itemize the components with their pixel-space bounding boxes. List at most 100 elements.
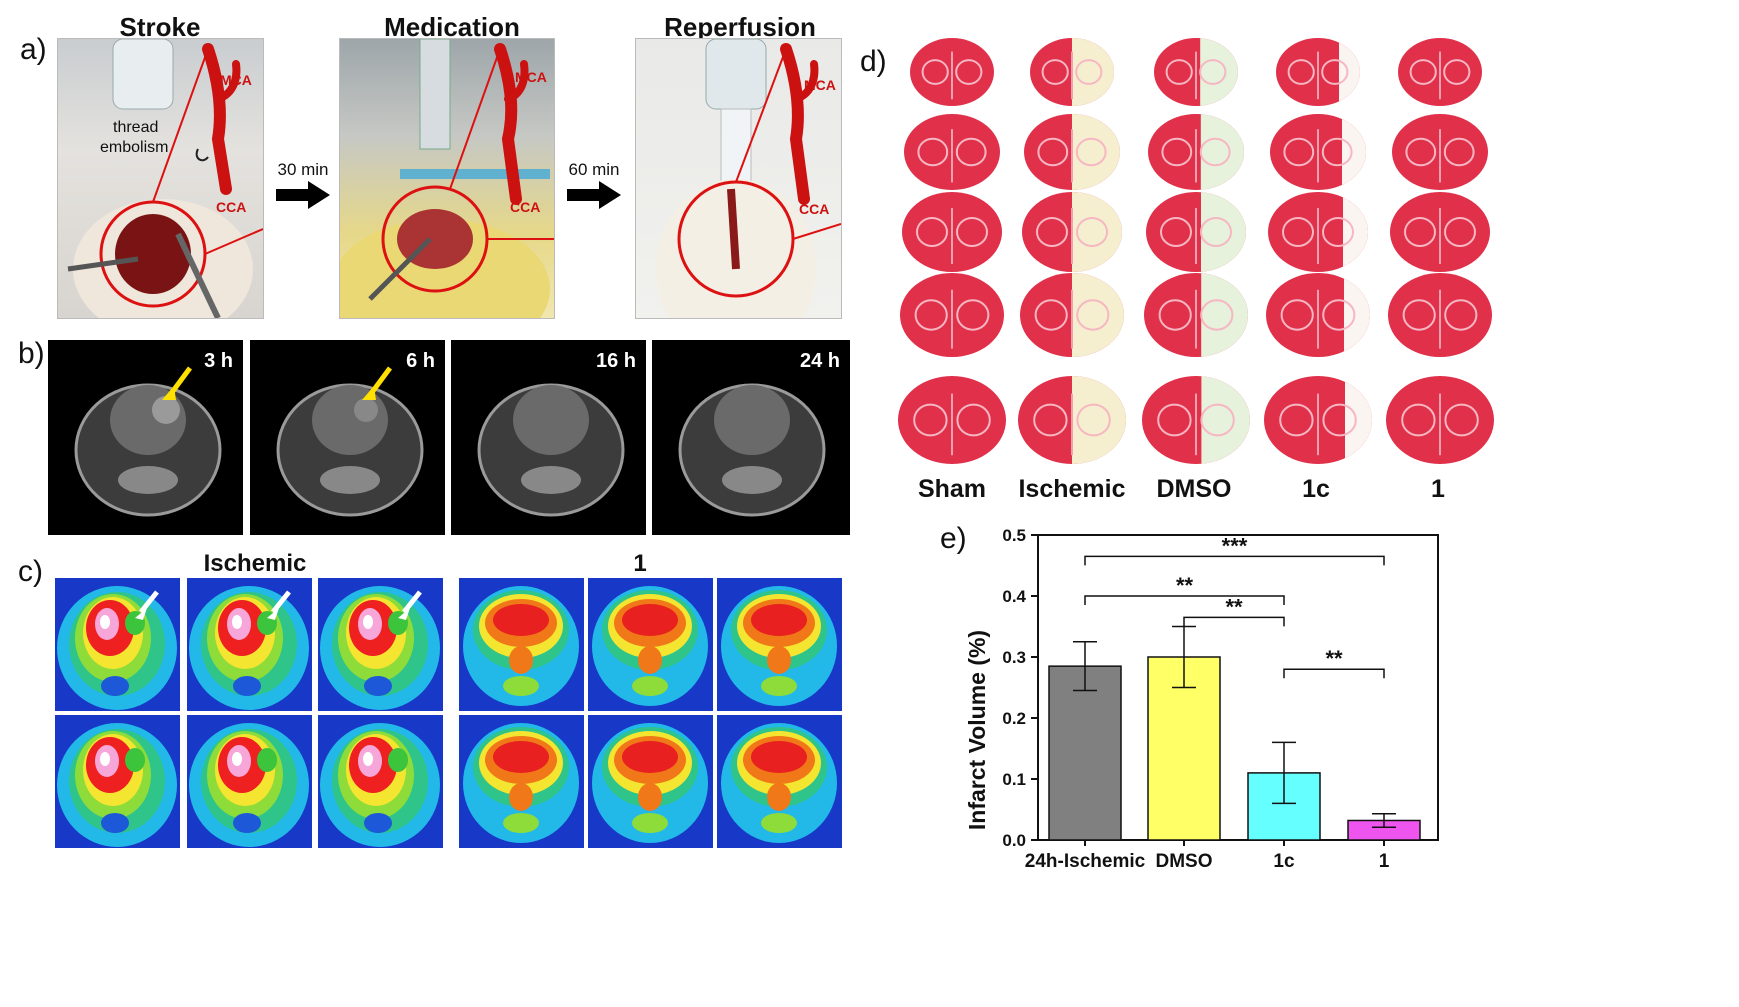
label-cca: CCA <box>510 199 541 215</box>
panel-label-c: c) <box>18 555 43 588</box>
label-embolism: embolism <box>100 139 169 156</box>
step-label-30min: 30 min <box>277 160 329 179</box>
mri-image-16h: 16 h <box>451 340 646 535</box>
right-arrow-icon <box>567 181 621 209</box>
white-arrow-icon <box>139 590 159 614</box>
label-mca: MCA <box>515 69 547 85</box>
brain-slice <box>900 273 1004 357</box>
spect-treated-tile <box>717 715 842 848</box>
x-tick-label: 1 <box>1379 851 1390 872</box>
step-label-60min: 60 min <box>568 160 620 179</box>
significance-bracket <box>1084 595 1285 605</box>
spect-treated-tile <box>459 578 584 711</box>
step-arrow-1: 30 min <box>272 160 334 215</box>
brain-slice <box>1270 114 1366 190</box>
white-arrow-icon <box>402 590 422 614</box>
brain-slice <box>1388 273 1492 357</box>
brain-slice <box>1386 376 1494 464</box>
right-arrow-icon <box>276 181 330 209</box>
brain-slice <box>1022 192 1122 272</box>
syringe-shape <box>419 39 451 150</box>
y-tick-label: 0.4 <box>1002 587 1026 606</box>
y-tick-label: 0.1 <box>1002 770 1026 789</box>
brain-slice <box>1398 38 1482 106</box>
slice-label-ischemic: Ischemic <box>1018 475 1126 503</box>
y-tick-label: 0.2 <box>1002 709 1026 728</box>
spect-ischemic-tile <box>318 715 443 848</box>
y-tick-label: 0.0 <box>1002 831 1026 850</box>
panel-label-e: e) <box>940 522 967 555</box>
brain-slice <box>1276 38 1360 106</box>
photo-medication: MCA CCA <box>339 38 555 319</box>
slice-label-dmso: DMSO <box>1156 475 1232 503</box>
spect-ischemic-tile <box>55 715 180 848</box>
y-tick-label: 0.5 <box>1002 526 1026 545</box>
significance-bracket <box>1183 616 1285 627</box>
significance-bracket <box>1084 555 1385 566</box>
panel-label-d: d) <box>860 45 887 78</box>
title-reperfusion: Reperfusion <box>664 12 816 42</box>
x-tick-label: 24h-Ischemic <box>1025 851 1146 872</box>
brain-slice <box>1018 376 1126 464</box>
panel-label-a: a) <box>20 33 47 66</box>
label-mca: MCA <box>804 77 836 93</box>
slice-label-sham: Sham <box>917 475 987 503</box>
bar <box>1048 665 1122 841</box>
rat-body <box>340 219 550 318</box>
brain-slice <box>1392 114 1488 190</box>
brain-slice <box>1264 376 1372 464</box>
significance-bracket <box>1283 668 1385 679</box>
brain-slice <box>1030 38 1114 106</box>
spect-ischemic-tile <box>187 578 312 711</box>
slice-label-1c: 1c <box>1302 475 1330 503</box>
spect-treated-tile <box>588 715 713 848</box>
label-mca: MCA <box>220 72 252 88</box>
spect-treated-tile <box>717 578 842 711</box>
mri-time-label: 6 h <box>406 350 435 372</box>
brain-slice <box>1146 192 1246 272</box>
photo-stroke: MCA CCA thread embolism <box>57 38 264 319</box>
brain-slice <box>1268 192 1368 272</box>
y-axis-label: Infarct Volume (%) <box>964 630 990 830</box>
spect-treated-tile <box>459 715 584 848</box>
label-cca: CCA <box>216 199 247 215</box>
vessel-shape <box>780 43 810 205</box>
spect-ischemic-tile <box>55 578 180 711</box>
mri-image-24h: 24 h <box>652 340 850 535</box>
brain-slice <box>1390 192 1490 272</box>
brain-slice <box>902 192 1002 272</box>
suture-shape <box>727 188 740 270</box>
forceps-shape <box>67 256 139 272</box>
infarct-volume-chart: 0.0 0.1 0.2 0.3 0.4 0.5 24h-Ischemic DMSO 1c 1 ** *… <box>964 526 1439 872</box>
group-title-1: 1 <box>633 550 647 577</box>
significance-label: ** <box>1176 573 1194 598</box>
x-tick-label: DMSO <box>1156 851 1213 872</box>
vessel-shape <box>202 43 232 195</box>
mri-time-label: 16 h <box>595 350 636 372</box>
mri-image-3h: 3 h <box>48 340 243 535</box>
step-arrow-2: 60 min <box>563 160 625 215</box>
brain-slice <box>1024 114 1120 190</box>
spect-treated-tile <box>588 578 713 711</box>
tube-shape <box>112 39 174 110</box>
y-tick-label: 0.3 <box>1002 648 1026 667</box>
significance-label: ** <box>1325 646 1343 671</box>
group-title-ischemic: Ischemic <box>203 550 307 577</box>
brain-slice <box>1142 376 1250 464</box>
brain-slice <box>1154 38 1238 106</box>
brain-slice <box>898 376 1006 464</box>
brain-slice <box>1148 114 1244 190</box>
brain-slice <box>910 38 994 106</box>
white-arrow-icon <box>271 590 291 614</box>
plot-frame <box>1037 534 1439 841</box>
forceps-shape <box>368 237 432 301</box>
title-medication: Medication <box>384 12 520 42</box>
x-tick-label: 1c <box>1273 851 1295 872</box>
spect-ischemic-tile <box>318 578 443 711</box>
brain-slice <box>1020 273 1124 357</box>
incision <box>115 214 191 294</box>
mri-time-label: 3 h <box>204 350 233 372</box>
significance-label: ** <box>1225 594 1243 619</box>
brain-slice <box>904 114 1000 190</box>
title-stroke: Stroke <box>119 12 201 42</box>
